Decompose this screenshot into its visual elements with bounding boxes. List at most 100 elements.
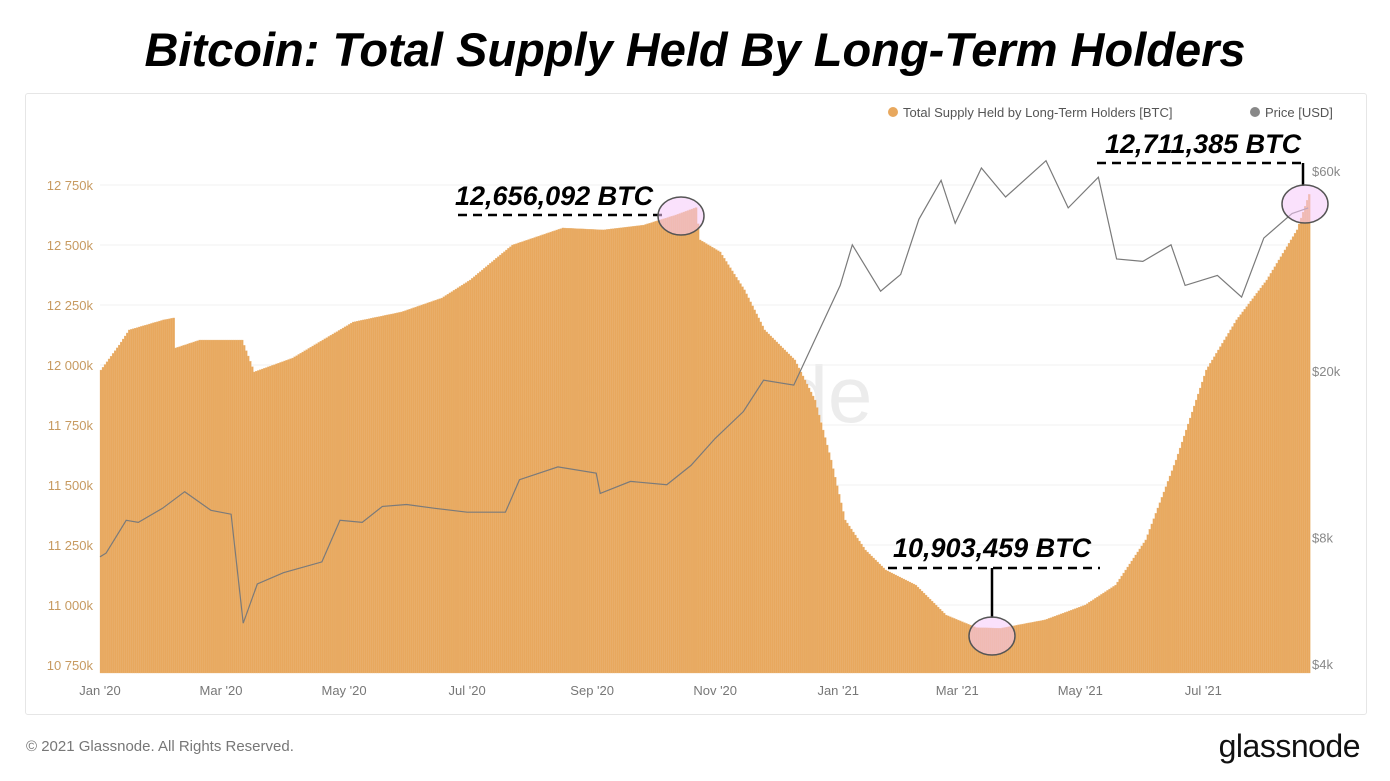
supply-bar bbox=[234, 339, 238, 674]
supply-bar bbox=[172, 317, 175, 674]
supply-bar bbox=[1074, 608, 1077, 674]
supply-bar bbox=[654, 221, 657, 674]
supply-bar bbox=[533, 237, 536, 674]
supply-bar bbox=[892, 573, 895, 674]
supply-bar bbox=[765, 331, 768, 674]
supply-bar bbox=[600, 229, 603, 674]
supply-bar bbox=[289, 358, 292, 674]
supply-bar bbox=[819, 422, 823, 674]
supply-bar bbox=[688, 209, 692, 674]
supply-bar bbox=[489, 263, 492, 674]
supply-bar bbox=[305, 349, 308, 674]
supply-bar bbox=[1207, 366, 1210, 674]
supply-bar bbox=[1245, 306, 1248, 674]
supply-bar bbox=[333, 332, 337, 674]
supply-bar bbox=[287, 359, 290, 674]
supply-bar bbox=[797, 367, 801, 674]
supply-bar bbox=[335, 331, 339, 674]
supply-bar bbox=[519, 242, 522, 674]
supply-bar bbox=[1299, 217, 1303, 674]
supply-bar bbox=[940, 610, 944, 674]
supply-bar bbox=[188, 343, 191, 674]
supply-bar bbox=[890, 572, 893, 674]
supply-bar bbox=[1193, 405, 1196, 674]
supply-bar bbox=[206, 339, 210, 674]
supply-bar bbox=[1144, 539, 1148, 674]
supply-bar bbox=[612, 228, 615, 674]
supply-bar bbox=[708, 245, 712, 674]
supply-bar bbox=[323, 338, 327, 674]
supply-bar bbox=[1203, 375, 1206, 674]
supply-bar bbox=[942, 612, 946, 674]
supply-bar bbox=[547, 232, 551, 674]
supply-bar bbox=[555, 229, 559, 674]
supply-bar bbox=[184, 344, 187, 674]
supply-bar bbox=[1108, 588, 1111, 674]
supply-bar bbox=[331, 333, 335, 674]
supply-bar bbox=[1297, 223, 1301, 674]
supply-bar bbox=[656, 220, 659, 674]
supply-bar bbox=[686, 210, 690, 674]
supply-bar bbox=[908, 581, 912, 674]
supply-bar bbox=[961, 621, 964, 674]
legend-marker bbox=[1250, 107, 1260, 117]
supply-bar bbox=[638, 225, 641, 674]
supply-bar bbox=[662, 218, 665, 674]
supply-bar bbox=[581, 228, 585, 674]
supply-bar bbox=[303, 350, 306, 674]
supply-bar bbox=[934, 604, 938, 674]
x-tick-label: Nov '20 bbox=[693, 683, 737, 698]
x-tick-label: Mar '21 bbox=[936, 683, 979, 698]
supply-bar bbox=[1247, 303, 1250, 674]
supply-bar bbox=[860, 543, 863, 674]
supply-bar bbox=[636, 225, 639, 674]
supply-bar bbox=[146, 324, 149, 674]
supply-bar bbox=[1096, 596, 1099, 674]
supply-bar bbox=[1086, 603, 1089, 674]
supply-bar bbox=[192, 341, 196, 674]
supply-bar bbox=[1021, 623, 1025, 674]
supply-bar bbox=[412, 307, 415, 674]
supply-bar bbox=[1277, 259, 1281, 674]
supply-bar bbox=[1215, 353, 1218, 674]
supply-bar bbox=[406, 309, 409, 674]
supply-bar bbox=[854, 534, 857, 674]
supply-bar bbox=[692, 208, 696, 674]
supply-bar bbox=[579, 228, 583, 674]
supply-bar bbox=[920, 590, 924, 674]
supply-bar bbox=[537, 235, 540, 674]
supply-bar bbox=[380, 316, 383, 674]
supply-bar bbox=[1146, 534, 1150, 674]
supply-bar bbox=[573, 228, 577, 674]
supply-bar bbox=[902, 578, 906, 674]
supply-bar bbox=[297, 354, 300, 674]
supply-bar bbox=[872, 557, 875, 674]
supply-bar bbox=[926, 596, 930, 674]
supply-bar bbox=[928, 598, 932, 674]
supply-bar bbox=[1053, 616, 1057, 674]
supply-bar bbox=[1065, 611, 1069, 674]
supply-bar bbox=[737, 280, 740, 674]
supply-bar bbox=[848, 525, 851, 674]
supply-bar bbox=[1049, 617, 1053, 674]
supply-bar bbox=[896, 575, 899, 674]
supply-bar bbox=[257, 370, 260, 674]
supply-bar bbox=[1142, 542, 1146, 674]
supply-bar bbox=[567, 228, 571, 674]
supply-bar bbox=[1120, 575, 1123, 674]
supply-bar bbox=[795, 363, 799, 674]
supply-bar bbox=[781, 347, 784, 674]
supply-bar bbox=[545, 233, 549, 674]
supply-bar bbox=[553, 230, 557, 674]
supply-bar bbox=[1070, 610, 1073, 674]
supply-bar bbox=[436, 299, 440, 674]
supply-bar bbox=[1148, 529, 1152, 674]
supply-bar bbox=[704, 243, 708, 674]
supply-bar bbox=[432, 300, 436, 674]
supply-bar bbox=[115, 347, 119, 674]
page-title: Bitcoin: Total Supply Held By Long-Term … bbox=[144, 23, 1246, 76]
supply-bar bbox=[711, 247, 714, 674]
supply-bar bbox=[914, 584, 918, 674]
supply-bar bbox=[870, 555, 873, 674]
supply-bar bbox=[1170, 470, 1174, 674]
